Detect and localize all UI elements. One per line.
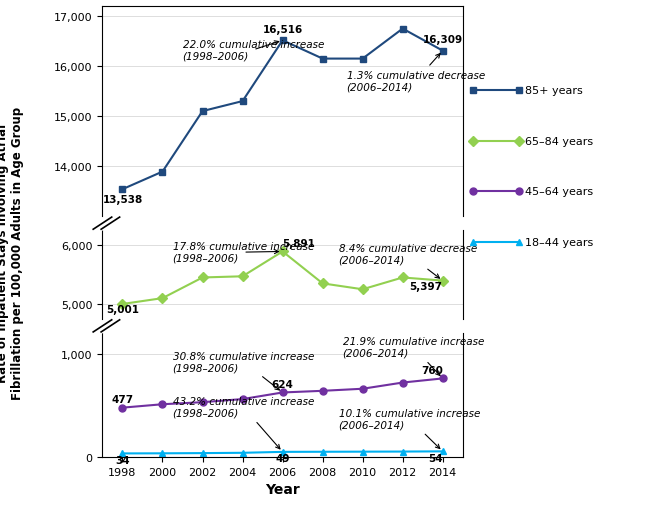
Text: 5,001: 5,001 xyxy=(106,304,139,314)
X-axis label: Year: Year xyxy=(265,482,300,496)
Text: 17.8% cumulative increase
(1998–2006): 17.8% cumulative increase (1998–2006) xyxy=(173,242,314,264)
Text: 624: 624 xyxy=(272,380,293,389)
Text: 22.0% cumulative increase
(1998–2006): 22.0% cumulative increase (1998–2006) xyxy=(182,40,324,62)
Text: 85+ years: 85+ years xyxy=(525,86,583,96)
Text: 30.8% cumulative increase
(1998–2006): 30.8% cumulative increase (1998–2006) xyxy=(173,351,314,390)
Text: 1.3% cumulative decrease
(2006–2014): 1.3% cumulative decrease (2006–2014) xyxy=(346,55,485,92)
Text: 54: 54 xyxy=(428,453,443,463)
Text: 16,309: 16,309 xyxy=(422,35,463,45)
Text: 18–44 years: 18–44 years xyxy=(525,237,594,247)
Text: 49: 49 xyxy=(276,453,290,463)
Text: 10.1% cumulative increase
(2006–2014): 10.1% cumulative increase (2006–2014) xyxy=(338,408,480,448)
Text: 34: 34 xyxy=(115,455,130,465)
Text: 760: 760 xyxy=(421,366,443,376)
Text: 21.9% cumulative increase
(2006–2014): 21.9% cumulative increase (2006–2014) xyxy=(342,336,484,376)
Text: 8.4% cumulative decrease
(2006–2014): 8.4% cumulative decrease (2006–2014) xyxy=(338,243,477,279)
Text: 5,891: 5,891 xyxy=(283,238,315,248)
Text: 45–64 years: 45–64 years xyxy=(525,187,594,197)
Text: 16,516: 16,516 xyxy=(262,25,303,35)
Text: 13,538: 13,538 xyxy=(102,195,143,205)
Text: Rate of Inpatient Stays Involving Atrial
Fibrillation per 100,000 Adults in Age : Rate of Inpatient Stays Involving Atrial… xyxy=(0,106,24,399)
Text: 43.2% cumulative increase
(1998–2006): 43.2% cumulative increase (1998–2006) xyxy=(173,396,314,449)
Text: 477: 477 xyxy=(112,395,134,405)
Text: 65–84 years: 65–84 years xyxy=(525,136,594,146)
Text: 5,397: 5,397 xyxy=(410,282,443,292)
